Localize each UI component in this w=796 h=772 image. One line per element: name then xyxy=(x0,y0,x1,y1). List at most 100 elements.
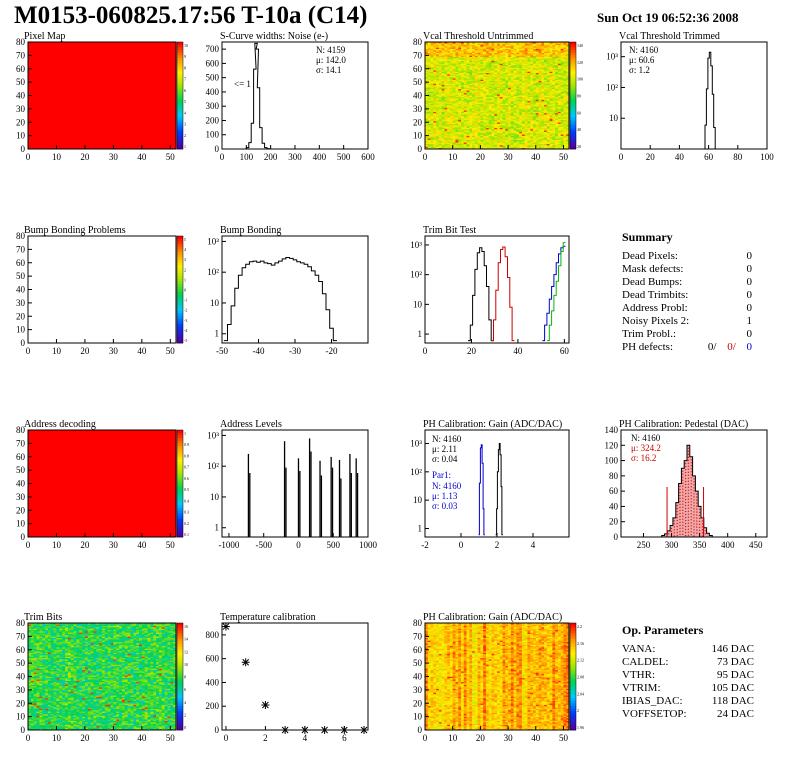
heatmap-cell xyxy=(469,146,473,148)
histogram-hatch-dot xyxy=(684,516,687,519)
heatmap-cell xyxy=(533,138,537,140)
y-tick-label: 10 xyxy=(413,131,423,141)
heatmap-cell xyxy=(461,130,465,132)
heatmap-cell xyxy=(544,127,548,130)
heatmap-cell xyxy=(535,140,539,143)
heatmap-cell xyxy=(427,127,431,130)
heatmap-cell xyxy=(469,134,473,136)
heatmap-cell xyxy=(510,143,514,146)
colorbar-segment xyxy=(177,122,183,126)
heatmap-cell xyxy=(485,146,489,148)
heatmap-cell xyxy=(508,139,512,142)
heatmap-cell xyxy=(563,147,567,150)
colorbar-segment xyxy=(570,55,576,59)
heatmap-cell xyxy=(544,130,548,132)
heatmap-cell xyxy=(483,147,487,150)
heatmap-cell xyxy=(483,142,487,144)
histogram-hatch-dot xyxy=(687,447,690,449)
heatmap-cell xyxy=(530,132,534,135)
heatmap-cell xyxy=(427,123,431,126)
histogram-hatch-dot xyxy=(696,514,698,516)
colorbar-segment xyxy=(177,454,183,458)
y-tick-label: 1 xyxy=(215,523,220,533)
heatmap-cell xyxy=(533,132,537,135)
heatmap-cell xyxy=(521,131,525,134)
heatmap-cell xyxy=(533,127,537,130)
x-tick-label: 0 xyxy=(423,152,428,162)
colorbar-tick-label: -3 xyxy=(184,318,187,323)
heatmap-cell xyxy=(566,136,570,139)
heatmap-cell xyxy=(533,139,537,142)
histogram-hatch-dot xyxy=(701,529,704,531)
heatmap-cell xyxy=(497,124,501,127)
heatmap-cell xyxy=(425,144,429,147)
heatmap-cell xyxy=(466,138,470,140)
histogram-hatch-dot xyxy=(687,477,690,479)
colorbar-tick-label: -4 xyxy=(184,328,187,333)
heatmap-cell xyxy=(497,128,501,131)
colorbar-segment xyxy=(177,491,183,495)
heatmap-cell xyxy=(433,140,437,143)
histogram-hatch-dot xyxy=(673,529,675,531)
colorbar-segment xyxy=(570,58,576,62)
heatmap-cell xyxy=(563,131,567,134)
heatmap-cell xyxy=(513,136,517,139)
heatmap-cell xyxy=(452,135,456,138)
heatmap-cell xyxy=(521,138,525,140)
heatmap-cell xyxy=(477,140,481,143)
y-tick-label: 60 xyxy=(413,64,423,74)
chart-title: Bump Bonding xyxy=(220,225,281,236)
histogram-hatch-dot xyxy=(696,532,698,534)
heatmap-cell xyxy=(497,143,501,146)
heatmap-cell xyxy=(549,138,553,140)
colorbar-segment xyxy=(177,512,183,516)
colorbar-segment xyxy=(570,108,576,112)
heatmap-cell xyxy=(430,126,434,128)
heatmap-cell xyxy=(433,136,437,139)
histogram-hatch-dot xyxy=(696,499,698,501)
x-tick-label: 20 xyxy=(467,346,477,356)
colorbar-segment xyxy=(177,488,183,492)
heatmap-cell xyxy=(458,127,462,130)
x-tick-label: 4 xyxy=(531,540,536,550)
heatmap-cell xyxy=(455,140,459,143)
colorbar-tick-label: 60 xyxy=(577,110,581,115)
colorbar-segment xyxy=(570,84,576,88)
heatmap-cell xyxy=(508,132,512,135)
heatmap-cell xyxy=(508,142,512,144)
heatmap-cell xyxy=(469,132,473,135)
heatmap-cell xyxy=(480,136,484,139)
heatmap-cell xyxy=(502,142,506,144)
colorbar-segment xyxy=(177,297,183,301)
heatmap-cell xyxy=(541,126,545,128)
heatmap-cell xyxy=(516,147,520,150)
heatmap-cell xyxy=(463,134,467,136)
colorbar-segment xyxy=(177,308,183,312)
heatmap-cell xyxy=(480,147,484,150)
heatmap-cell xyxy=(563,123,567,126)
heatmap-cell xyxy=(508,140,512,143)
x-tick-label: -40 xyxy=(253,346,265,356)
y-tick-label: 80 xyxy=(16,425,26,435)
colorbar-tick-label: 3 xyxy=(184,122,186,127)
heatmap-fill xyxy=(28,42,176,149)
heatmap-cell xyxy=(513,127,517,130)
colorbar-tick-label: 0.5 xyxy=(184,487,189,492)
heatmap-cell xyxy=(469,138,473,140)
heatmap-cell xyxy=(527,127,531,130)
heatmap-cell xyxy=(505,143,509,146)
heatmap-cell xyxy=(527,136,531,139)
heatmap-cell xyxy=(541,135,545,138)
heatmap-cell xyxy=(497,130,501,132)
heatmap-cell xyxy=(463,131,467,134)
heatmap-cell xyxy=(494,140,498,143)
heatmap-cell xyxy=(488,146,492,148)
heatmap-cell xyxy=(458,132,462,135)
heatmap-cell xyxy=(516,135,520,138)
heatmap-cell xyxy=(557,140,561,143)
colorbar-segment xyxy=(570,114,576,118)
heatmap-cell xyxy=(441,140,445,143)
heatmap-cell xyxy=(516,128,520,131)
colorbar-segment xyxy=(177,284,183,288)
heatmap-cell xyxy=(502,130,506,132)
